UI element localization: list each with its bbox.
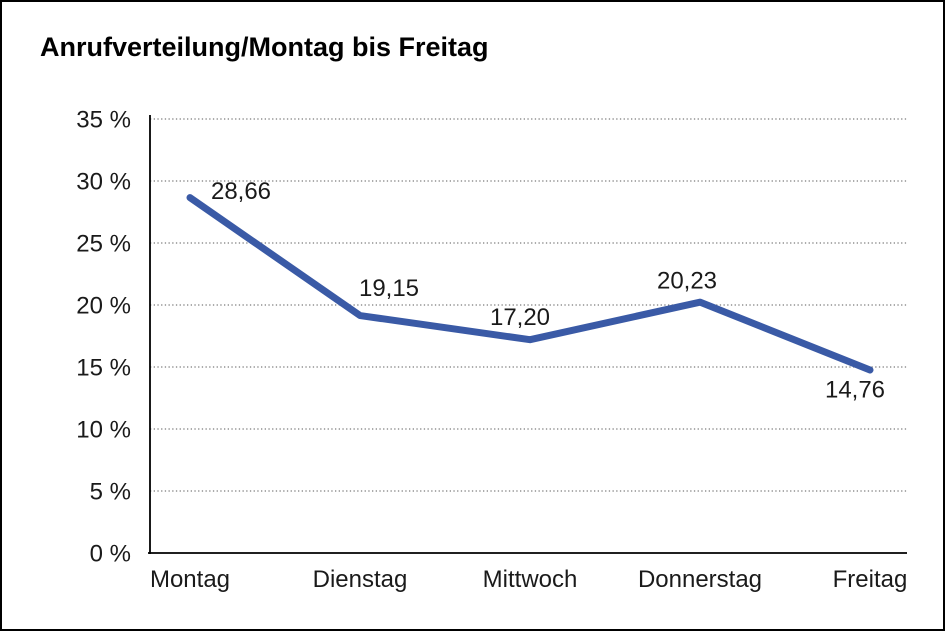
- data-line: [186, 194, 874, 374]
- x-axis-category-label: Dienstag: [313, 566, 408, 593]
- x-axis-category-label: Montag: [150, 566, 230, 593]
- y-axis-tick-label: 25 %: [76, 231, 131, 258]
- y-axis-tick-label: 20 %: [76, 293, 131, 320]
- data-point-label: 20,23: [657, 268, 717, 295]
- y-axis-tick-label: 15 %: [76, 355, 131, 382]
- x-axis-category-label: Freitag: [833, 566, 908, 593]
- x-axis-category-label: Mittwoch: [483, 566, 578, 593]
- y-axis-tick-label: 35 %: [76, 107, 131, 134]
- data-point-label: 28,66: [211, 178, 271, 205]
- chart-title: Anrufverteilung/Montag bis Freitag: [40, 32, 489, 62]
- y-axis-tick-label: 30 %: [76, 169, 131, 196]
- data-point-label: 14,76: [825, 376, 885, 403]
- y-axis-tick-label: 0 %: [90, 541, 131, 568]
- y-axis-tick-label: 5 %: [90, 479, 131, 506]
- data-point-label: 19,15: [359, 275, 419, 302]
- x-axis-category-label: Donnerstag: [638, 566, 762, 593]
- y-axis-tick-label: 10 %: [76, 417, 131, 444]
- data-point-label: 17,20: [490, 304, 550, 331]
